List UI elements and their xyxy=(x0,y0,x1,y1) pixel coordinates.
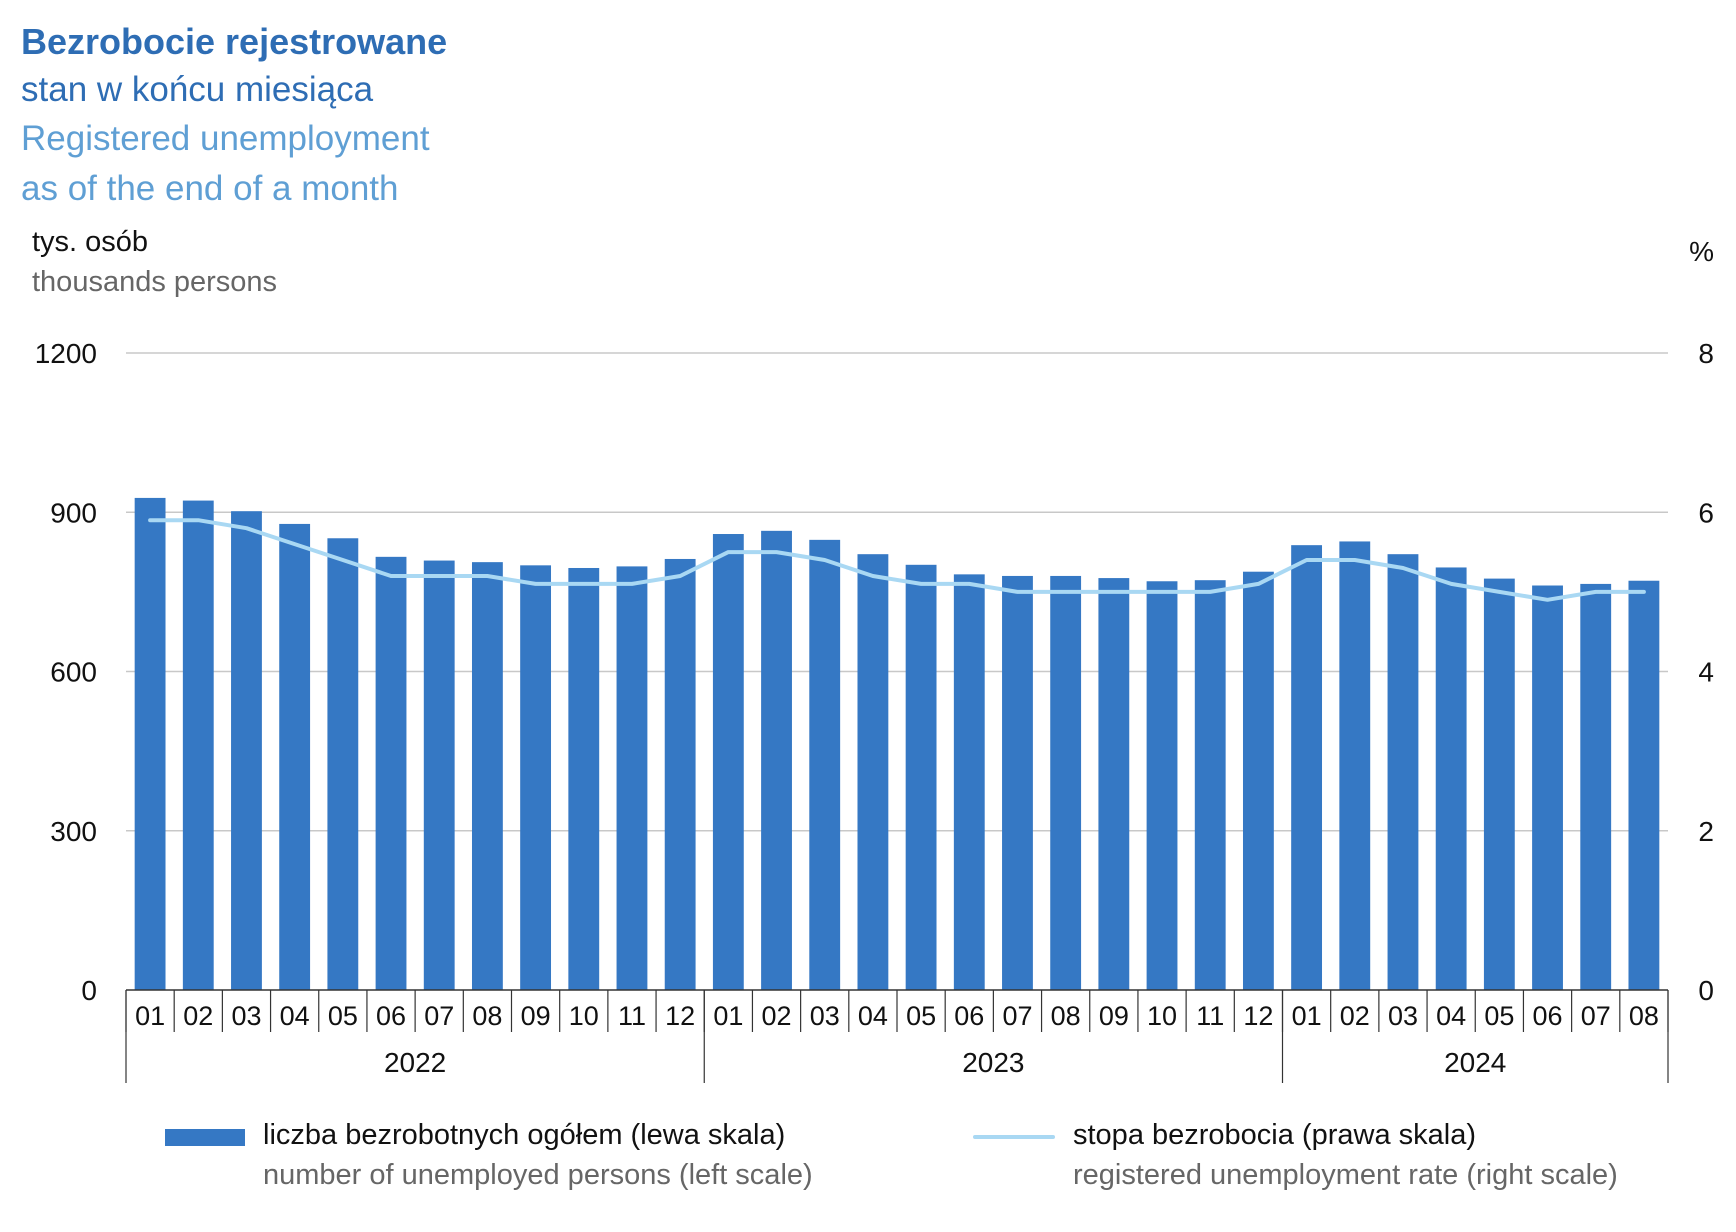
bar xyxy=(1098,578,1130,990)
x-tick-label: 09 xyxy=(1099,1001,1129,1031)
bar xyxy=(327,538,359,990)
bar xyxy=(375,556,407,990)
legend-item-bars: liczba bezrobotnych ogółem (lewa skala) … xyxy=(165,1115,813,1195)
x-tick-label: 03 xyxy=(231,1001,261,1031)
x-tick-label: 10 xyxy=(1147,1001,1177,1031)
x-tick-label: 06 xyxy=(376,1001,406,1031)
x-tick-label: 04 xyxy=(858,1001,888,1031)
left-axis-unit-pl: tys. osób xyxy=(32,226,149,258)
y-left-tick-label: 600 xyxy=(50,657,97,688)
legend-bars-label-pl: liczba bezrobotnych ogółem (lewa skala) xyxy=(263,1119,786,1151)
legend-line-label-pl: stopa bezrobocia (prawa skala) xyxy=(1073,1119,1476,1151)
bar xyxy=(1387,554,1419,990)
x-tick-label: 11 xyxy=(1196,1001,1224,1031)
bar xyxy=(134,497,166,990)
chart-subtitle: stan w końcu miesiąca xyxy=(21,70,374,109)
bar xyxy=(1291,545,1323,990)
y-right-tick-label: 0 xyxy=(1698,975,1714,1006)
x-tick-label: 08 xyxy=(472,1001,502,1031)
legend-line-label-en: registered unemployment rate (right scal… xyxy=(1073,1159,1618,1191)
x-tick-label: 03 xyxy=(1388,1001,1418,1031)
legend-swatch-line xyxy=(973,1135,1055,1139)
x-tick-label: 02 xyxy=(183,1001,213,1031)
chart-title-en-line1: Registered unemployment xyxy=(21,119,430,158)
legend-item-line: stopa bezrobocia (prawa skala) registere… xyxy=(973,1115,1618,1195)
chart-title-en-line2: as of the end of a month xyxy=(21,169,399,208)
y-right-tick-label: 6 xyxy=(1698,497,1714,528)
y-left-tick-label: 0 xyxy=(81,975,97,1006)
bar xyxy=(1435,567,1467,990)
left-axis-unit-en: thousands persons xyxy=(32,266,278,298)
bar xyxy=(809,539,841,990)
x-tick-label: 09 xyxy=(521,1001,551,1031)
x-tick-label: 12 xyxy=(665,1001,695,1031)
bar xyxy=(1002,575,1033,990)
bar xyxy=(423,560,455,990)
x-tick-label: 12 xyxy=(1243,1001,1273,1031)
x-tick-label: 02 xyxy=(1340,1001,1370,1031)
x-tick-label: 06 xyxy=(1533,1001,1563,1031)
bar xyxy=(905,564,937,990)
bar xyxy=(1339,541,1371,990)
bar xyxy=(231,511,262,990)
bar xyxy=(1194,580,1226,990)
x-tick-label: 03 xyxy=(810,1001,840,1031)
x-tick-label: 05 xyxy=(1484,1001,1514,1031)
x-tick-label: 07 xyxy=(1002,1001,1032,1031)
x-tick-label: 02 xyxy=(762,1001,792,1031)
chart-title: Bezrobocie rejestrowane xyxy=(21,21,448,62)
bar xyxy=(761,530,792,990)
x-tick-label: 05 xyxy=(328,1001,358,1031)
bar xyxy=(1483,578,1515,990)
bar xyxy=(471,562,503,990)
bar xyxy=(520,565,552,990)
x-tick-label: 07 xyxy=(424,1001,454,1031)
legend-swatch-bars xyxy=(165,1129,245,1146)
y-left-tick-label: 900 xyxy=(50,497,97,528)
year-label: 2024 xyxy=(1444,1047,1506,1078)
y-left-tick-label: 300 xyxy=(50,816,97,847)
bar xyxy=(1580,583,1612,990)
x-tick-label: 07 xyxy=(1581,1001,1611,1031)
bar xyxy=(1628,580,1660,990)
bar xyxy=(1050,575,1082,990)
y-right-tick-label: 4 xyxy=(1698,657,1714,688)
year-label: 2022 xyxy=(384,1047,446,1078)
rate-line xyxy=(148,518,1646,602)
x-tick-label: 04 xyxy=(1436,1001,1466,1031)
x-tick-label: 01 xyxy=(1292,1001,1322,1031)
x-tick-label: 01 xyxy=(713,1001,743,1031)
bar xyxy=(1242,571,1274,990)
x-tick-label: 05 xyxy=(906,1001,936,1031)
bar xyxy=(953,574,985,990)
bar xyxy=(1146,581,1178,990)
legend-bars-label-en: number of unemployed persons (left scale… xyxy=(263,1159,813,1191)
bar xyxy=(279,523,311,990)
x-tick-label: 10 xyxy=(569,1001,599,1031)
x-tick-label: 11 xyxy=(618,1001,646,1031)
bar xyxy=(1532,585,1563,990)
year-label: 2023 xyxy=(962,1047,1024,1078)
y-right-tick-label: 8 xyxy=(1698,338,1714,369)
x-tick-label: 08 xyxy=(1629,1001,1659,1031)
bar xyxy=(664,558,696,990)
x-tick-label: 01 xyxy=(135,1001,165,1031)
bar xyxy=(712,534,744,990)
x-tick-label: 06 xyxy=(954,1001,984,1031)
bar xyxy=(857,554,889,990)
x-tick-label: 08 xyxy=(1051,1001,1081,1031)
chart-title-block: Bezrobocie rejestrowane stan w końcu mie… xyxy=(21,18,447,214)
x-tick-label: 04 xyxy=(280,1001,310,1031)
left-axis-unit: tys. osób thousands persons xyxy=(32,222,277,302)
bar xyxy=(182,500,214,990)
y-right-tick-label: 2 xyxy=(1698,816,1714,847)
bar xyxy=(616,566,648,990)
bar xyxy=(568,567,600,990)
y-left-tick-label: 1200 xyxy=(35,338,97,369)
right-axis-unit: % xyxy=(1689,236,1714,267)
